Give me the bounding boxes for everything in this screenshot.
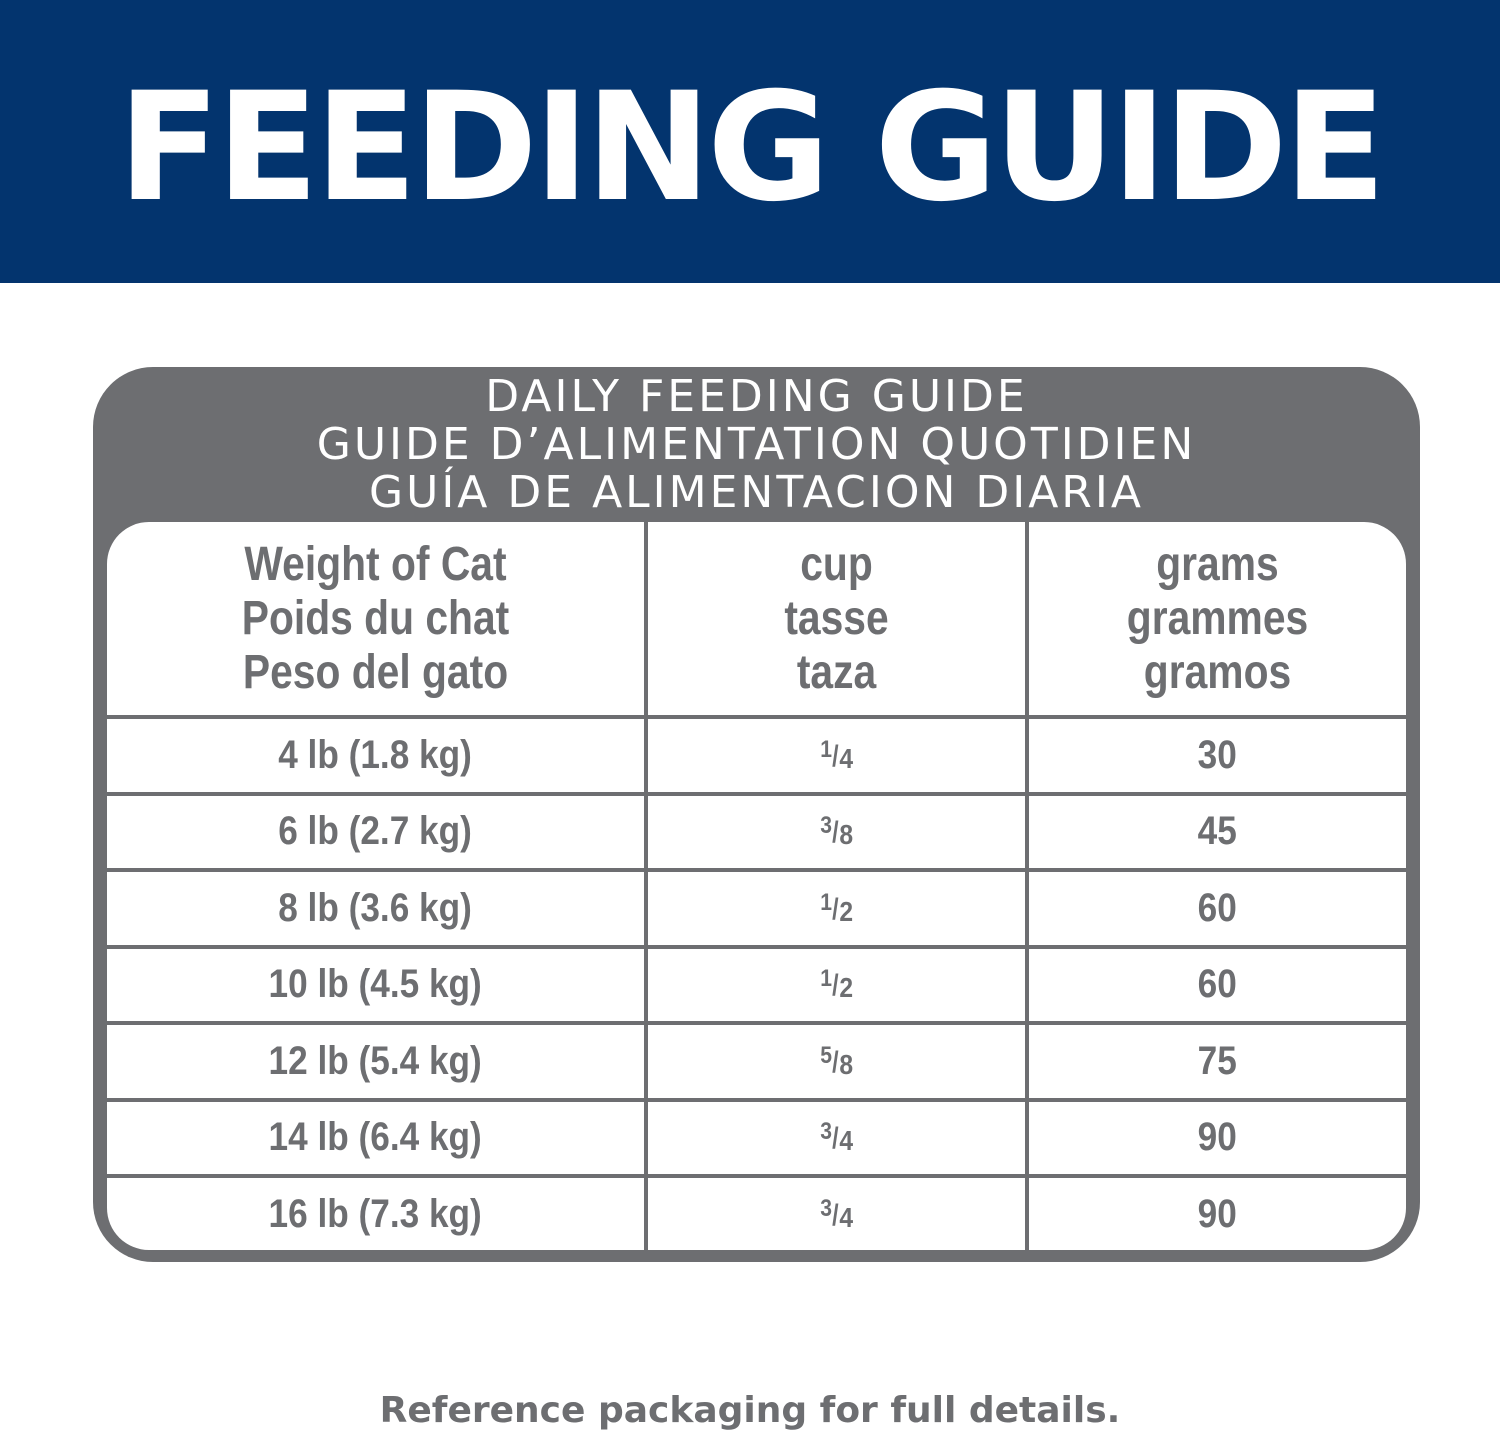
- weight-text: 10 lb (4.5 kg): [268, 962, 483, 1007]
- grams-cell: 60: [1029, 872, 1406, 945]
- row-divider: [107, 715, 1406, 719]
- card-title-fr: GUIDE D’ALIMENTATION QUOTIDIEN: [316, 419, 1197, 470]
- cup-numerator: 3: [820, 1118, 832, 1146]
- header-text: tasse: [784, 591, 889, 645]
- grams-text: 90: [1197, 1115, 1238, 1160]
- fraction-slash: /: [832, 739, 839, 773]
- grams-cell: 90: [1029, 1102, 1406, 1175]
- grams-cell: 90: [1029, 1178, 1406, 1250]
- grams-text: 60: [1197, 885, 1238, 930]
- cup-fraction: 3/8: [820, 812, 853, 851]
- cup-denominator: 2: [839, 972, 853, 1004]
- row-divider: [107, 868, 1406, 872]
- weight-text: 12 lb (5.4 kg): [268, 1038, 483, 1083]
- header-cup: cup tasse taza: [676, 522, 996, 715]
- header-text: gramos: [1143, 645, 1292, 699]
- grams-text: 60: [1197, 962, 1238, 1007]
- cup-cell: 3/4: [648, 1102, 1025, 1175]
- cup-cell: 5/8: [648, 1025, 1025, 1098]
- row-divider: [107, 944, 1406, 949]
- grams-cell: 75: [1029, 1025, 1406, 1098]
- header-grams: grams grammes gramos: [1057, 522, 1377, 715]
- weight-text: 4 lb (1.8 kg): [278, 732, 473, 777]
- fraction-slash: /: [832, 969, 839, 1003]
- header-text: grams: [1156, 537, 1279, 591]
- header-text: Peso del gato: [242, 645, 509, 699]
- weight-cell: 8 lb (3.6 kg): [107, 872, 644, 945]
- cup-cell: 1/2: [648, 872, 1025, 945]
- cup-denominator: 2: [839, 895, 853, 927]
- cup-numerator: 3: [820, 812, 832, 840]
- grams-text: 90: [1197, 1191, 1238, 1236]
- row-divider: [107, 1097, 1406, 1102]
- fraction-slash: /: [832, 1198, 839, 1232]
- header-text: grammes: [1126, 591, 1309, 645]
- row-divider: [107, 1174, 1406, 1178]
- weight-cell: 10 lb (4.5 kg): [107, 949, 644, 1022]
- weight-text: 6 lb (2.7 kg): [278, 809, 473, 854]
- cup-fraction: 1/2: [820, 965, 853, 1004]
- card-title-en: DAILY FEEDING GUIDE: [485, 371, 1028, 422]
- grams-text: 30: [1197, 732, 1238, 777]
- column-divider: [644, 522, 648, 1250]
- row-divider: [107, 1021, 1406, 1025]
- grams-cell: 60: [1029, 949, 1406, 1022]
- cup-fraction: 1/4: [820, 736, 853, 775]
- header-weight: Weight of Cat Poids du chat Peso del gat…: [147, 522, 603, 715]
- header-text: cup: [800, 537, 873, 591]
- header-text: taza: [796, 645, 877, 699]
- page-title: FEEDING GUIDE: [117, 61, 1386, 235]
- grams-text: 75: [1197, 1038, 1238, 1083]
- cup-fraction: 5/8: [820, 1042, 853, 1081]
- cup-fraction: 1/2: [820, 889, 853, 928]
- weight-cell: 14 lb (6.4 kg): [107, 1102, 644, 1175]
- cup-cell: 1/2: [648, 949, 1025, 1022]
- footer-note: Reference packaging for full details.: [379, 1390, 1121, 1431]
- row-divider: [107, 791, 1406, 796]
- cup-fraction: 3/4: [820, 1195, 853, 1234]
- cup-denominator: 4: [839, 1201, 853, 1233]
- cup-denominator: 4: [839, 742, 853, 774]
- card-title: DAILY FEEDING GUIDE GUIDE D’ALIMENTATION…: [93, 373, 1420, 517]
- cup-numerator: 1: [820, 735, 832, 763]
- fraction-slash: /: [832, 816, 839, 850]
- fraction-slash: /: [832, 1122, 839, 1156]
- weight-text: 14 lb (6.4 kg): [268, 1115, 483, 1160]
- cup-numerator: 1: [820, 965, 832, 993]
- weight-text: 16 lb (7.3 kg): [268, 1191, 483, 1236]
- grams-cell: 45: [1029, 796, 1406, 869]
- grams-text: 45: [1197, 809, 1238, 854]
- weight-cell: 12 lb (5.4 kg): [107, 1025, 644, 1098]
- header-text: Poids du chat: [241, 591, 510, 645]
- grams-cell: 30: [1029, 719, 1406, 792]
- weight-cell: 6 lb (2.7 kg): [107, 796, 644, 869]
- cup-denominator: 8: [839, 819, 853, 851]
- fraction-slash: /: [832, 1045, 839, 1079]
- header-banner: FEEDING GUIDE: [0, 0, 1500, 283]
- cup-numerator: 3: [820, 1194, 832, 1222]
- weight-cell: 16 lb (7.3 kg): [107, 1178, 644, 1250]
- cup-cell: 3/4: [648, 1178, 1025, 1250]
- cup-fraction: 3/4: [820, 1118, 853, 1157]
- weight-cell: 4 lb (1.8 kg): [107, 719, 644, 792]
- card-title-es: GUÍA DE ALIMENTACION DIARIA: [369, 467, 1144, 518]
- cup-numerator: 1: [820, 888, 832, 916]
- cup-denominator: 4: [839, 1125, 853, 1157]
- cup-denominator: 8: [839, 1048, 853, 1080]
- weight-text: 8 lb (3.6 kg): [278, 885, 473, 930]
- feeding-guide-card: DAILY FEEDING GUIDE GUIDE D’ALIMENTATION…: [93, 367, 1420, 1262]
- header-text: Weight of Cat: [244, 537, 507, 591]
- fraction-slash: /: [832, 892, 839, 926]
- cup-cell: 3/8: [648, 796, 1025, 869]
- feeding-table: Weight of Cat Poids du chat Peso del gat…: [107, 522, 1406, 1250]
- cup-cell: 1/4: [648, 719, 1025, 792]
- column-divider: [1025, 522, 1029, 1250]
- cup-numerator: 5: [820, 1041, 832, 1069]
